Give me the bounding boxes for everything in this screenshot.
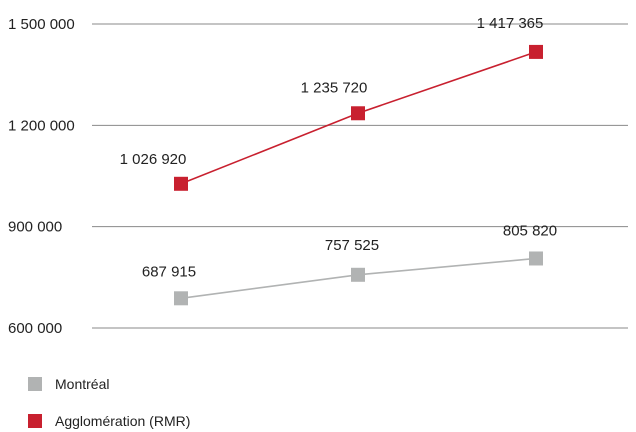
data-point-marker [351, 267, 365, 282]
data-label: 1 417 365 [477, 15, 544, 32]
y-tick-label: 1 200 000 [8, 117, 75, 134]
legend-label: Montréal [55, 376, 109, 392]
data-label: 805 820 [503, 222, 557, 239]
legend-swatch [28, 377, 42, 391]
legend-label: Agglomération (RMR) [55, 413, 190, 429]
data-label: 687 915 [142, 263, 196, 280]
y-tick-label: 1 500 000 [8, 16, 75, 33]
y-tick-label: 600 000 [8, 320, 62, 337]
y-tick-label: 900 000 [8, 219, 62, 236]
data-point-marker [174, 291, 188, 306]
data-point-marker [529, 251, 543, 266]
series-1: 1 026 920 1 235 720 1 417 365 [120, 15, 544, 191]
y-axis-tick-labels: 600 000 900 000 1 200 000 1 500 000 [8, 16, 75, 337]
data-label: 757 525 [325, 237, 379, 254]
data-point-marker [174, 176, 188, 191]
data-point-marker [529, 44, 543, 59]
gridlines [92, 23, 628, 329]
data-point-marker [351, 106, 365, 121]
legend-swatch [28, 414, 42, 428]
legend: Montréal Agglomération (RMR) [28, 376, 190, 429]
data-label: 1 026 920 [120, 151, 187, 168]
series-0: 687 915 757 525 805 820 [142, 222, 557, 306]
data-label: 1 235 720 [301, 79, 368, 96]
